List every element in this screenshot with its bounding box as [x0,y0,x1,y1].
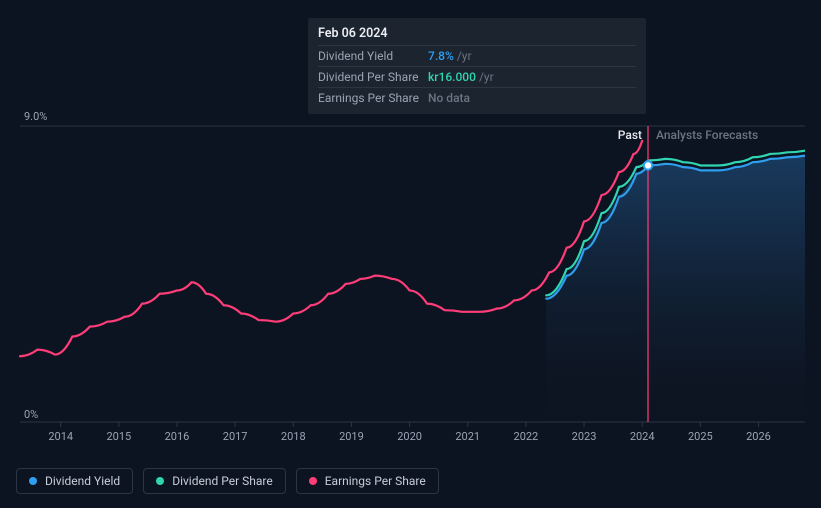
tooltip-suffix: /yr [479,70,494,84]
tooltip-value: 7.8% [428,49,454,63]
tooltip-date: Feb 06 2024 [318,24,636,45]
x-tick-label: 2023 [572,430,597,443]
past-label: Past [618,128,642,142]
x-tick-label: 2019 [339,430,364,443]
tooltip-row: Dividend Per Sharekr16.000/yr [318,66,636,87]
x-tick-label: 2021 [455,430,480,443]
y-label-top: 9.0% [24,110,47,123]
tooltip-suffix: /yr [457,49,472,63]
x-tick-label: 2020 [397,430,422,443]
legend-item[interactable]: Dividend Yield [16,468,133,494]
dividend-chart[interactable]: 9.0% 0% 2014 2015 2016 2017 2018 2019 2020 2021 20… [16,108,805,452]
legend-item[interactable]: Earnings Per Share [296,468,439,494]
x-tick-label: 2026 [746,430,771,443]
y-label-bottom: 0% [24,408,38,421]
tooltip-label: Dividend Yield [318,49,428,63]
x-tick-label: 2016 [165,430,190,443]
legend-label: Dividend Per Share [172,474,273,488]
tooltip-value: kr16.000 [428,70,476,84]
chart-legend: Dividend Yield Dividend Per Share Earnings… [16,468,439,494]
legend-dot [156,477,164,485]
tooltip-row: Dividend Yield7.8%/yr [318,45,636,66]
legend-dot [29,477,37,485]
x-tick-label: 2017 [223,430,248,443]
tooltip-value: No data [428,91,470,105]
forecast-label: Analysts Forecasts [656,128,758,142]
tooltip-label: Dividend Per Share [318,70,428,84]
x-tick-label: 2015 [106,430,131,443]
legend-item[interactable]: Dividend Per Share [143,468,286,494]
legend-dot [309,477,317,485]
forecast-region-fill [648,156,805,422]
x-tick-label: 2024 [630,430,655,443]
x-tick-label: 2018 [281,430,306,443]
x-tick-label: 2025 [688,430,713,443]
legend-label: Earnings Per Share [325,474,426,488]
x-tick-label: 2022 [514,430,539,443]
chart-tooltip: Feb 06 2024 Dividend Yield7.8%/yrDividen… [308,18,646,114]
x-tick-label: 2014 [48,430,73,443]
tooltip-label: Earnings Per Share [318,91,428,105]
tooltip-row: Earnings Per ShareNo data [318,87,636,108]
marker-dot [644,161,652,169]
legend-label: Dividend Yield [45,474,120,488]
